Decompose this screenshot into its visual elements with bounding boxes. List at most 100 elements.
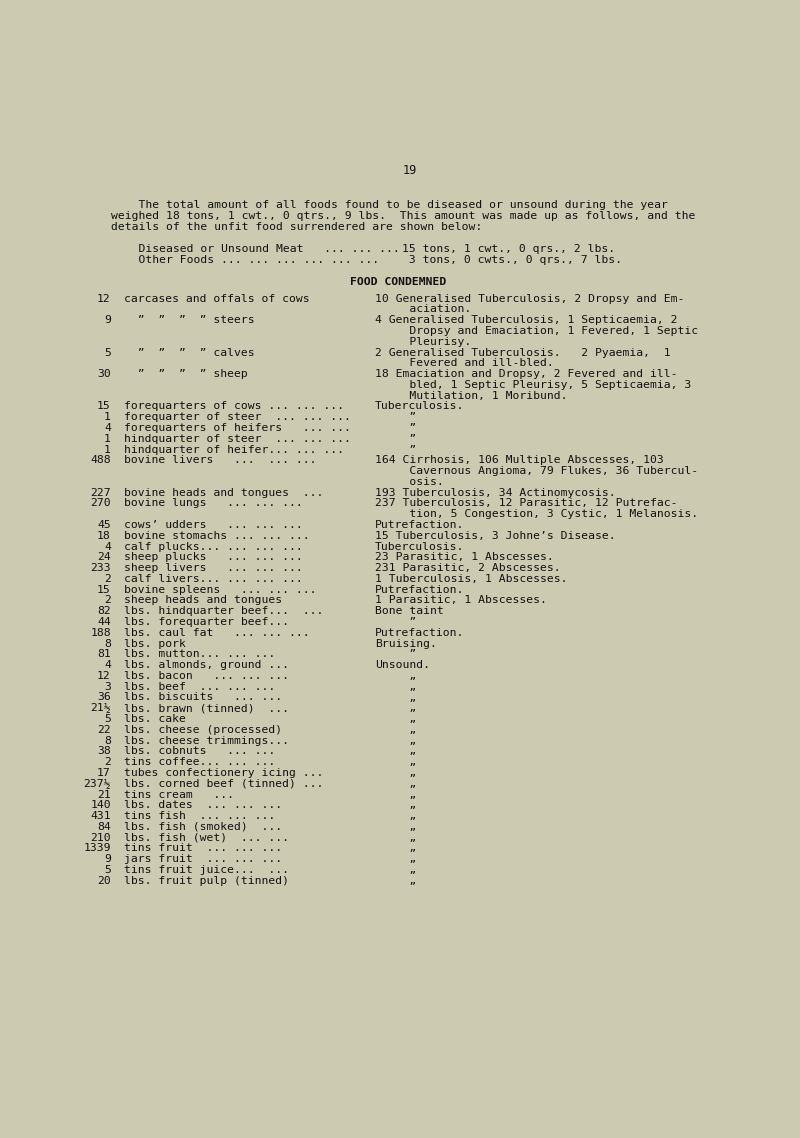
Text: 231 Parasitic, 2 Abscesses.: 231 Parasitic, 2 Abscesses. <box>375 563 561 574</box>
Text: sheep plucks   ... ... ...: sheep plucks ... ... ... <box>124 552 302 562</box>
Text: „: „ <box>375 703 416 714</box>
Text: 4: 4 <box>104 542 111 552</box>
Text: bovine heads and tongues  ...: bovine heads and tongues ... <box>124 488 323 497</box>
Text: bovine stomachs ... ... ...: bovine stomachs ... ... ... <box>124 530 310 541</box>
Text: Putrefaction.: Putrefaction. <box>375 585 465 595</box>
Text: lbs. cheese (processed): lbs. cheese (processed) <box>124 725 282 735</box>
Text: bled, 1 Septic Pleurisy, 5 Septicaemia, 3: bled, 1 Septic Pleurisy, 5 Septicaemia, … <box>375 380 691 390</box>
Text: lbs. biscuits   ... ...: lbs. biscuits ... ... <box>124 693 282 702</box>
Text: 2: 2 <box>104 574 111 584</box>
Text: Other Foods ... ... ... ... ... ...: Other Foods ... ... ... ... ... ... <box>111 255 379 265</box>
Text: 188: 188 <box>90 628 111 637</box>
Text: „: „ <box>375 747 416 757</box>
Text: ”: ” <box>375 445 416 454</box>
Text: details of the unfit food surrendered are shown below:: details of the unfit food surrendered ar… <box>111 222 482 232</box>
Text: 227: 227 <box>90 488 111 497</box>
Text: 2: 2 <box>104 595 111 605</box>
Text: bovine lungs   ... ... ...: bovine lungs ... ... ... <box>124 498 302 509</box>
Text: 82: 82 <box>97 607 111 617</box>
Text: Fevered and ill-bled.: Fevered and ill-bled. <box>375 358 554 369</box>
Text: 84: 84 <box>97 822 111 832</box>
Text: ”: ” <box>375 423 416 432</box>
Text: sheep livers   ... ... ...: sheep livers ... ... ... <box>124 563 302 574</box>
Text: jars fruit  ... ... ...: jars fruit ... ... ... <box>124 855 282 864</box>
Text: 45: 45 <box>97 520 111 530</box>
Text: „: „ <box>375 822 416 832</box>
Text: tins fruit  ... ... ...: tins fruit ... ... ... <box>124 843 282 854</box>
Text: tins fruit juice...  ...: tins fruit juice... ... <box>124 865 289 875</box>
Text: 237½: 237½ <box>83 778 111 789</box>
Text: Bone taint: Bone taint <box>375 607 444 617</box>
Text: The total amount of all foods found to be diseased or unsound during the year: The total amount of all foods found to b… <box>111 199 668 209</box>
Text: 23 Parasitic, 1 Abscesses.: 23 Parasitic, 1 Abscesses. <box>375 552 554 562</box>
Text: FOOD CONDEMNED: FOOD CONDEMNED <box>350 277 446 287</box>
Text: ”: ” <box>375 617 416 627</box>
Text: 488: 488 <box>90 455 111 465</box>
Text: Bruising.: Bruising. <box>375 638 437 649</box>
Text: weighed 18 tons, 1 cwt., 0 qtrs., 9 lbs.  This amount was made up as follows, an: weighed 18 tons, 1 cwt., 0 qtrs., 9 lbs.… <box>111 211 695 221</box>
Text: 3: 3 <box>104 682 111 692</box>
Text: ”  ”  ”  ” sheep: ” ” ” ” sheep <box>124 369 248 379</box>
Text: 193 Tuberculosis, 34 Actinomycosis.: 193 Tuberculosis, 34 Actinomycosis. <box>375 488 616 497</box>
Text: 24: 24 <box>97 552 111 562</box>
Text: Mutilation, 1 Moribund.: Mutilation, 1 Moribund. <box>375 390 568 401</box>
Text: „: „ <box>375 714 416 724</box>
Text: lbs. mutton... ... ...: lbs. mutton... ... ... <box>124 650 275 659</box>
Text: 15 Tuberculosis, 3 Johne’s Disease.: 15 Tuberculosis, 3 Johne’s Disease. <box>375 530 616 541</box>
Text: sheep heads and tongues: sheep heads and tongues <box>124 595 282 605</box>
Text: „: „ <box>375 778 416 789</box>
Text: 15 tons, 1 cwt., 0 qrs., 2 lbs.: 15 tons, 1 cwt., 0 qrs., 2 lbs. <box>402 244 615 254</box>
Text: 30: 30 <box>97 369 111 379</box>
Text: hindquarter of steer  ... ... ...: hindquarter of steer ... ... ... <box>124 434 351 444</box>
Text: ”: ” <box>375 650 416 659</box>
Text: aciation.: aciation. <box>375 305 471 314</box>
Text: 5: 5 <box>104 347 111 357</box>
Text: lbs. fruit pulp (tinned): lbs. fruit pulp (tinned) <box>124 876 289 885</box>
Text: Tuberculosis.: Tuberculosis. <box>375 542 465 552</box>
Text: hindquarter of heifer... ... ...: hindquarter of heifer... ... ... <box>124 445 344 454</box>
Text: lbs. fish (wet)  ... ...: lbs. fish (wet) ... ... <box>124 833 289 842</box>
Text: 1: 1 <box>104 434 111 444</box>
Text: 270: 270 <box>90 498 111 509</box>
Text: „: „ <box>375 876 416 885</box>
Text: „: „ <box>375 843 416 854</box>
Text: 4: 4 <box>104 423 111 432</box>
Text: 1: 1 <box>104 412 111 422</box>
Text: 36: 36 <box>97 693 111 702</box>
Text: „: „ <box>375 725 416 735</box>
Text: lbs. almonds, ground ...: lbs. almonds, ground ... <box>124 660 289 670</box>
Text: lbs. pork: lbs. pork <box>124 638 186 649</box>
Text: lbs. cake: lbs. cake <box>124 714 186 724</box>
Text: 5: 5 <box>104 865 111 875</box>
Text: 2 Generalised Tuberculosis.   2 Pyaemia,  1: 2 Generalised Tuberculosis. 2 Pyaemia, 1 <box>375 347 670 357</box>
Text: 19: 19 <box>403 164 417 176</box>
Text: 18 Emaciation and Dropsy, 2 Fevered and ill-: 18 Emaciation and Dropsy, 2 Fevered and … <box>375 369 678 379</box>
Text: Putrefaction.: Putrefaction. <box>375 628 465 637</box>
Text: cows’ udders   ... ... ...: cows’ udders ... ... ... <box>124 520 302 530</box>
Text: 21½: 21½ <box>90 703 111 714</box>
Text: ”: ” <box>375 434 416 444</box>
Text: lbs. cheese trimmings...: lbs. cheese trimmings... <box>124 735 289 745</box>
Text: 8: 8 <box>104 638 111 649</box>
Text: 237 Tuberculosis, 12 Parasitic, 12 Putrefac-: 237 Tuberculosis, 12 Parasitic, 12 Putre… <box>375 498 678 509</box>
Text: 164 Cirrhosis, 106 Multiple Abscesses, 103: 164 Cirrhosis, 106 Multiple Abscesses, 1… <box>375 455 664 465</box>
Text: calf livers... ... ... ...: calf livers... ... ... ... <box>124 574 302 584</box>
Text: 9: 9 <box>104 855 111 864</box>
Text: Dropsy and Emaciation, 1 Fevered, 1 Septic: Dropsy and Emaciation, 1 Fevered, 1 Sept… <box>375 325 698 336</box>
Text: tins fish  ... ... ...: tins fish ... ... ... <box>124 811 275 822</box>
Text: 17: 17 <box>97 768 111 778</box>
Text: ”  ”  ”  ” steers: ” ” ” ” steers <box>124 315 254 325</box>
Text: forequarters of cows ... ... ...: forequarters of cows ... ... ... <box>124 402 344 412</box>
Text: ”: ” <box>375 412 416 422</box>
Text: „: „ <box>375 865 416 875</box>
Text: 431: 431 <box>90 811 111 822</box>
Text: forequarter of steer  ... ... ...: forequarter of steer ... ... ... <box>124 412 351 422</box>
Text: 12: 12 <box>97 294 111 304</box>
Text: 1 Tuberculosis, 1 Abscesses.: 1 Tuberculosis, 1 Abscesses. <box>375 574 568 584</box>
Text: „: „ <box>375 671 416 681</box>
Text: 233: 233 <box>90 563 111 574</box>
Text: „: „ <box>375 800 416 810</box>
Text: 8: 8 <box>104 735 111 745</box>
Text: 18: 18 <box>97 530 111 541</box>
Text: bovine livers   ...  ... ...: bovine livers ... ... ... <box>124 455 317 465</box>
